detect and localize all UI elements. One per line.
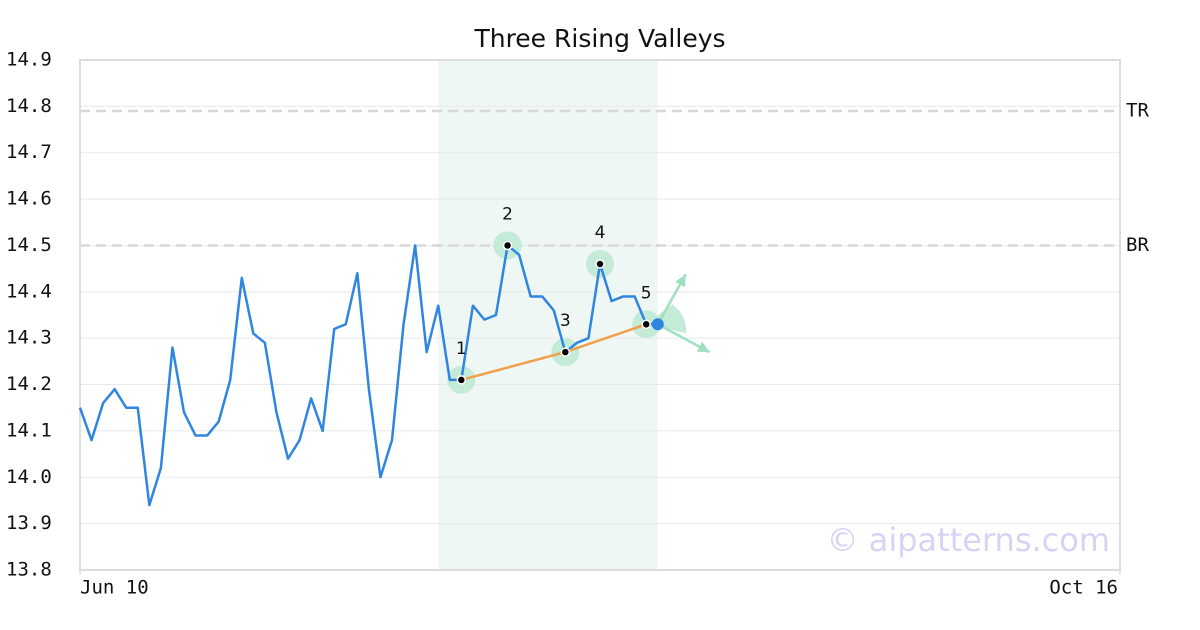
pattern-label: 2	[502, 204, 513, 224]
reference-label: BR	[1126, 234, 1149, 256]
pattern-label: 4	[595, 223, 606, 243]
y-tick-label: 14.4	[6, 280, 52, 302]
pattern-point	[595, 259, 605, 269]
y-tick-label: 14.2	[6, 373, 52, 395]
pattern-label: 3	[560, 311, 571, 331]
pattern-point	[502, 240, 513, 251]
y-tick-label: 14.5	[6, 234, 52, 256]
price-line	[78, 244, 658, 507]
reference-label: TR	[1126, 100, 1149, 122]
pattern-label: 5	[641, 283, 652, 303]
y-tick-label: 14.7	[6, 141, 52, 163]
last-point	[651, 318, 664, 331]
y-tick-label: 13.9	[6, 512, 52, 534]
plot-frame	[79, 59, 1121, 571]
y-tick-label: 14.6	[6, 188, 52, 210]
y-tick-label: 14.9	[6, 49, 52, 71]
y-tick-label: 13.8	[6, 559, 52, 581]
y-tick-label: 14.0	[6, 466, 52, 488]
arrow-head	[696, 341, 710, 353]
pattern-point	[641, 319, 651, 330]
pattern-point	[456, 375, 467, 385]
y-tick-label: 14.1	[6, 419, 52, 441]
x-tick-label: Oct 16	[1049, 577, 1118, 599]
arrow-head	[675, 274, 686, 288]
y-tick-label: 14.3	[6, 327, 52, 349]
chart-title: Three Rising Valleys	[473, 24, 725, 53]
watermark: © aipatterns.com	[827, 521, 1110, 559]
highlight-region	[438, 60, 658, 570]
y-tick-label: 14.8	[6, 95, 52, 117]
x-tick-label: Jun 10	[80, 577, 149, 599]
pattern-label: 1	[456, 339, 467, 359]
pattern-point	[560, 347, 571, 357]
